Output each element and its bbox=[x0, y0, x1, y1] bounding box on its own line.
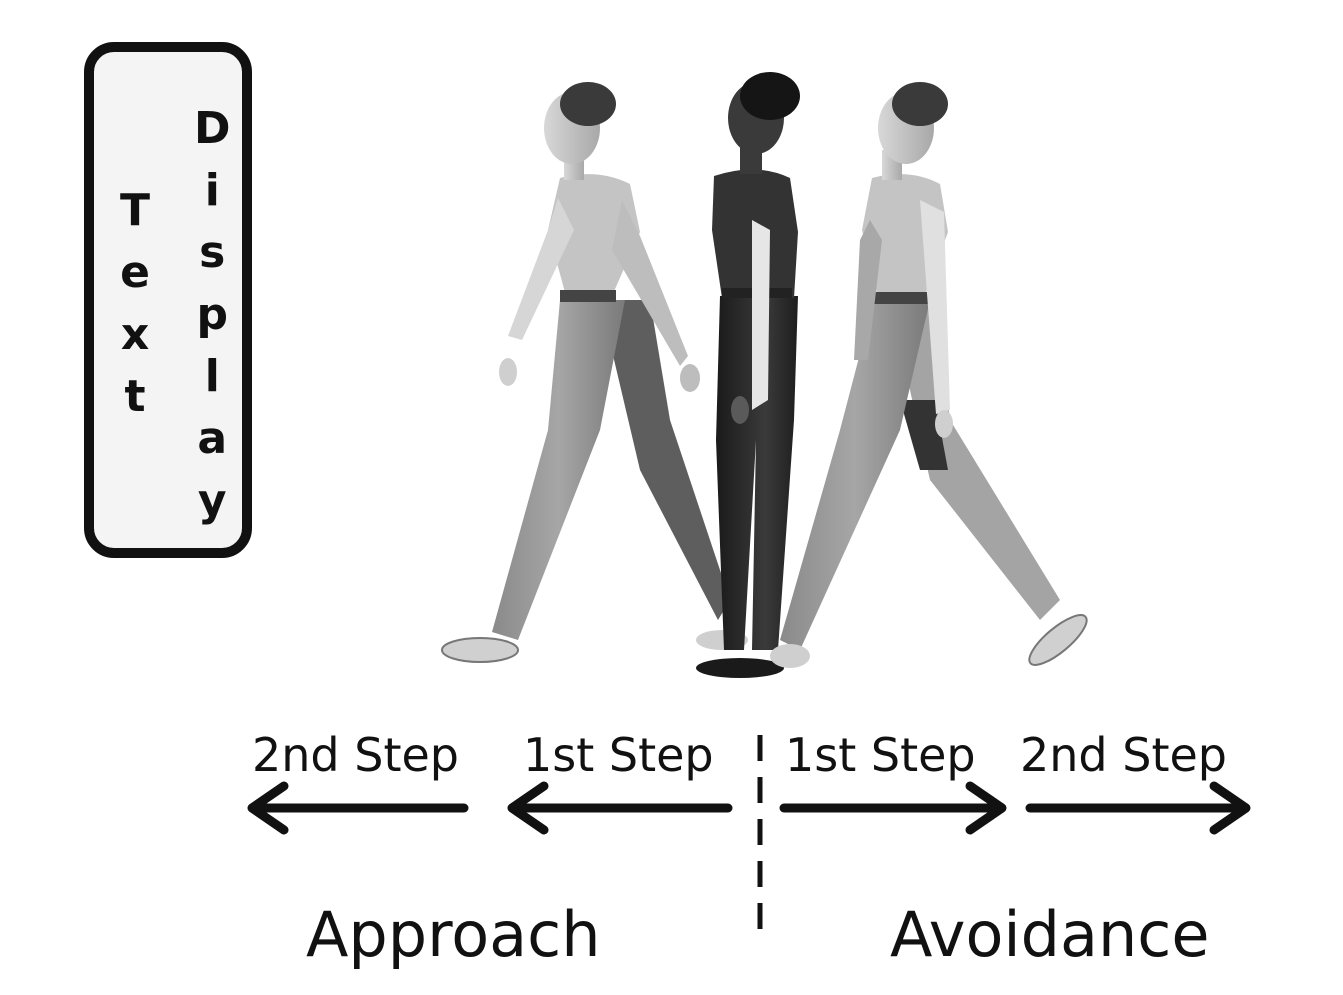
text-letter: T bbox=[120, 185, 151, 236]
text-display-box: T e x t D i s p l a y bbox=[84, 42, 252, 558]
arrow-right-first bbox=[779, 781, 1007, 835]
text-letter: e bbox=[120, 247, 150, 298]
display-word: D i s p l a y bbox=[194, 98, 231, 532]
display-letter: i bbox=[204, 165, 220, 216]
text-letter: x bbox=[120, 309, 150, 360]
arrow-right-second bbox=[1025, 781, 1251, 835]
arrow-left-second bbox=[247, 781, 469, 835]
display-letter: s bbox=[199, 227, 226, 278]
arrow-left-first bbox=[507, 781, 733, 835]
text-letter: t bbox=[124, 371, 146, 422]
display-letter: y bbox=[197, 475, 227, 526]
label-approach: Approach bbox=[306, 898, 601, 971]
label-right-second-step: 2nd Step bbox=[1020, 728, 1227, 782]
display-letter: D bbox=[194, 103, 231, 154]
label-avoidance: Avoidance bbox=[890, 898, 1210, 971]
text-word: T e x t bbox=[120, 180, 150, 428]
display-letter: p bbox=[196, 289, 229, 340]
label-left-second-step: 2nd Step bbox=[252, 728, 459, 782]
display-letter: l bbox=[204, 351, 220, 402]
standing-figure bbox=[696, 72, 800, 678]
display-letter: a bbox=[197, 413, 228, 464]
label-right-first-step: 1st Step bbox=[785, 728, 976, 782]
avoidance-figure bbox=[770, 82, 1088, 668]
approach-figure bbox=[441, 82, 748, 663]
label-left-first-step: 1st Step bbox=[523, 728, 714, 782]
